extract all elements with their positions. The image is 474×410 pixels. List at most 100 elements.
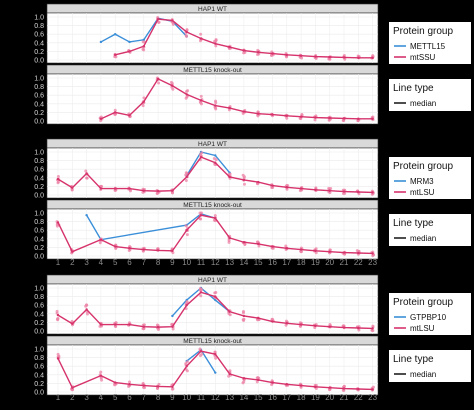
median-point <box>99 40 103 44</box>
median-point <box>214 42 217 45</box>
median-point <box>114 187 117 190</box>
median-point <box>128 247 131 250</box>
facet-strip-label: HAP1 WT <box>198 6 227 13</box>
data-point <box>70 188 74 192</box>
y-tick-label: 0.2 <box>34 184 44 191</box>
median-point <box>199 37 203 40</box>
y-tick-label: 0.4 <box>34 372 44 379</box>
median-point <box>214 298 217 302</box>
median-point <box>228 175 231 179</box>
legend-title: Protein group <box>393 297 453 308</box>
median-point <box>85 308 88 311</box>
y-tick-label: 0.4 <box>34 236 44 243</box>
y-tick-label: 0.4 <box>34 175 44 182</box>
data-point <box>214 356 218 360</box>
median-point <box>214 161 217 164</box>
median-point <box>71 386 74 389</box>
median-point <box>328 325 331 328</box>
data-point <box>214 158 218 162</box>
x-tick-label: 17 <box>282 258 291 267</box>
median-point <box>142 325 145 328</box>
y-tick-label: 0.6 <box>34 167 44 174</box>
data-point <box>241 173 245 177</box>
y-tick-label: 0.6 <box>34 32 44 39</box>
data-point <box>85 176 89 180</box>
median-point <box>299 384 303 387</box>
data-point <box>241 318 245 322</box>
x-tick-label: 22 <box>354 258 363 267</box>
y-tick-label: 0.8 <box>34 23 44 30</box>
y-tick-label: 0.0 <box>34 119 44 126</box>
legend-title: Protein group <box>393 161 453 172</box>
y-tick-label: 1.0 <box>34 150 44 157</box>
median-point <box>214 371 217 374</box>
median-point <box>314 385 317 389</box>
data-point <box>127 249 131 253</box>
legend-entry: GTPBP10 <box>410 313 447 322</box>
median-point <box>185 30 188 34</box>
median-point <box>128 187 131 190</box>
data-point <box>141 40 145 44</box>
median-point <box>114 33 117 36</box>
median-point <box>171 249 174 253</box>
data-point <box>199 94 203 98</box>
legend-entry: median <box>410 370 436 379</box>
x-tick-label: 19 <box>311 258 320 267</box>
median-point <box>357 387 360 391</box>
data-point <box>113 188 117 192</box>
y-tick-label: 0.4 <box>34 101 44 108</box>
median-point <box>199 349 203 353</box>
median-point <box>285 53 288 57</box>
x-tick-label: 16 <box>268 258 277 267</box>
median-point <box>357 56 360 60</box>
legend-line-type <box>389 214 471 246</box>
median-point <box>71 250 74 253</box>
y-tick-label: 0.8 <box>34 355 44 362</box>
data-point <box>184 178 188 182</box>
data-point <box>171 387 175 391</box>
data-point <box>84 304 88 308</box>
median-point <box>314 188 317 192</box>
data-point <box>113 383 117 387</box>
data-point <box>141 381 145 385</box>
x-tick-label: 23 <box>368 393 377 402</box>
median-point <box>171 385 174 389</box>
median-point <box>257 51 260 54</box>
median-point <box>228 106 231 110</box>
x-tick-label: 11 <box>197 393 206 402</box>
data-point <box>213 291 217 295</box>
data-point <box>328 322 332 326</box>
median-point <box>71 186 74 189</box>
legend-title: Line type <box>393 83 434 94</box>
data-point <box>170 82 174 86</box>
median-point <box>199 291 203 294</box>
facet-strip-label: METTL15 knock-out <box>183 338 242 345</box>
median-point <box>171 314 174 318</box>
median-point <box>128 323 131 326</box>
y-tick-label: 0.8 <box>34 294 44 301</box>
median-point <box>56 177 60 181</box>
median-point <box>214 295 217 298</box>
y-tick-label: 0.8 <box>34 219 44 226</box>
y-tick-label: 0.2 <box>34 49 44 56</box>
median-point <box>56 221 60 224</box>
data-point <box>185 233 189 237</box>
y-tick-label: 0.0 <box>34 254 44 261</box>
data-point <box>184 96 188 100</box>
median-point <box>142 38 145 41</box>
data-point <box>313 118 317 122</box>
median-point <box>299 54 303 57</box>
x-tick-label: 16 <box>268 393 277 402</box>
median-point <box>114 323 117 326</box>
median-point <box>199 155 203 159</box>
median-point <box>342 387 346 390</box>
data-point <box>56 180 60 184</box>
data-point <box>255 380 259 384</box>
median-point <box>328 116 331 120</box>
median-line-mrm3 <box>186 151 231 177</box>
data-point <box>142 96 146 100</box>
median-point <box>114 245 117 248</box>
facet-strip-label: METTL15 knock-out <box>183 202 242 209</box>
